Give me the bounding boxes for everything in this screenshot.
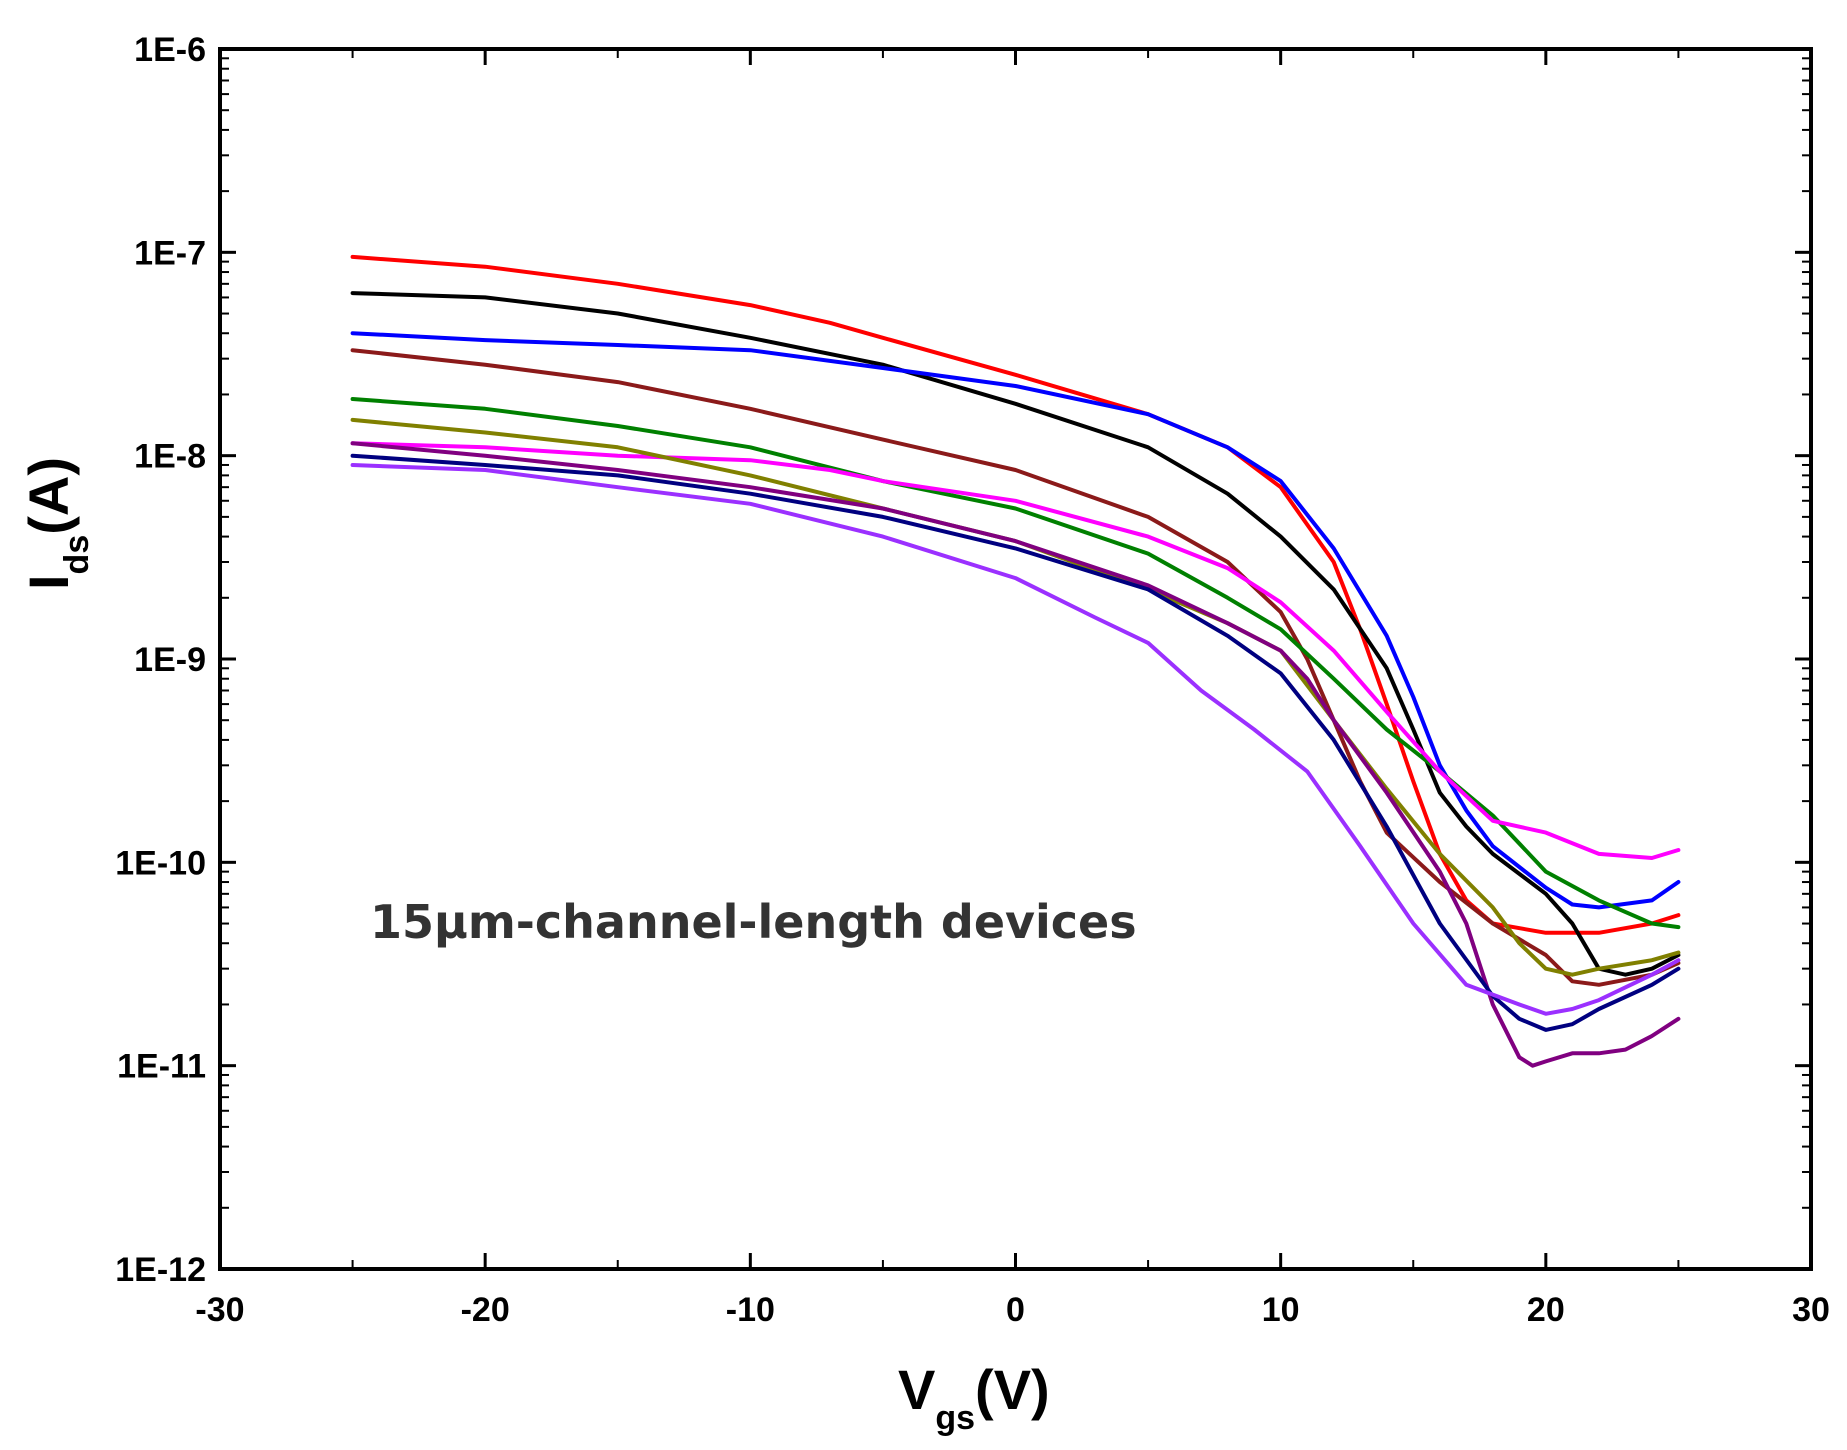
y-tick-labels: 1E-6 1E-7 1E-8 1E-9 1E-10 1E-11 1E-12 [115,31,206,1289]
axis-ticks [218,47,1813,1271]
x-axis-title-main: V [898,1358,935,1421]
x-tick-label: -30 [195,1291,244,1329]
y-axis-title: Ids(A) [17,457,96,590]
x-tick-label: 10 [1262,1291,1300,1329]
series-line-green [350,397,1681,930]
x-axis-title: Vgs(V) [898,1358,1050,1437]
series-line-magenta [350,441,1681,860]
y-tick-label: 1E-9 [134,641,206,679]
y-axis-title-main: I [17,574,80,590]
y-axis-title-sub: ds [58,535,96,575]
y-tick-label: 1E-8 [134,438,206,476]
x-tick-label: -20 [461,1291,510,1329]
y-axis-title-unit: (A) [17,457,80,535]
series-line-purple [350,441,1681,1068]
series-line-blue [350,331,1681,910]
x-axis-title-sub: gs [935,1399,975,1437]
plot-frame [218,47,1813,1271]
annotation-text: 15μm-channel-length devices [370,895,1137,949]
series-line-violet [350,463,1681,1016]
x-tick-label: 30 [1792,1291,1830,1329]
x-tick-label: 20 [1527,1291,1565,1329]
series-lines [350,254,1681,1068]
x-tick-label: -10 [726,1291,775,1329]
x-tick-labels: -30 -20 -10 0 10 20 30 [195,1291,1829,1329]
x-tick-label: 0 [1006,1291,1025,1329]
x-axis-title-unit: (V) [975,1358,1050,1421]
y-tick-label: 1E-10 [115,844,206,882]
series-line-dark-red [350,348,1681,987]
y-tick-label: 1E-11 [117,1048,206,1086]
series-line-black [350,291,1681,977]
y-tick-label: 1E-6 [134,31,206,69]
series-line-red [350,254,1681,935]
series-line-olive [350,417,1681,977]
y-tick-label: 1E-7 [134,234,206,272]
series-line-navy [350,453,1681,1032]
y-tick-label: 1E-12 [115,1251,206,1289]
